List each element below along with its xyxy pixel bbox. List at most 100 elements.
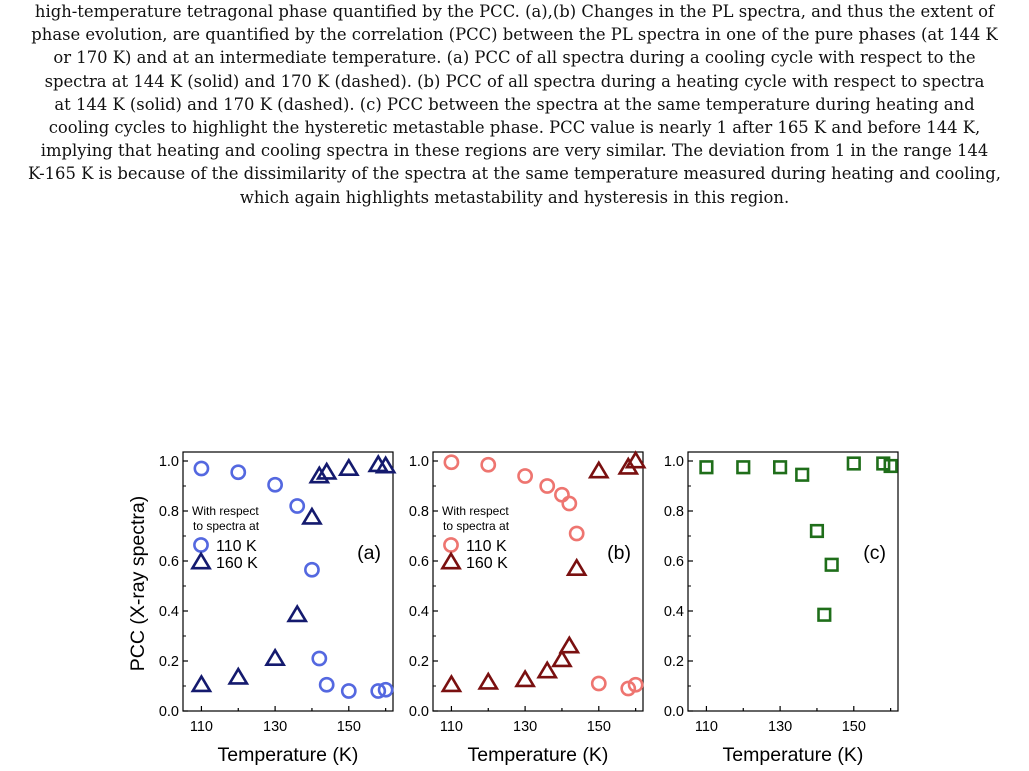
data-point bbox=[876, 456, 891, 471]
data-point bbox=[480, 456, 497, 473]
plot-frame bbox=[182, 451, 394, 712]
y-tick-label: 0.8 bbox=[159, 504, 179, 520]
x-tick-label: 150 bbox=[337, 719, 361, 735]
y-tick-label: 0.2 bbox=[664, 654, 684, 670]
x-axis-label: Temperature (K) bbox=[723, 744, 864, 766]
caption-line: which again highlights metastability and… bbox=[239, 187, 790, 207]
caption-line: K-165 K is because of the dissimilarity … bbox=[28, 164, 1001, 184]
y-tick-label: 1.0 bbox=[159, 454, 179, 470]
data-point bbox=[817, 607, 832, 622]
panel-label: (c) bbox=[863, 542, 886, 564]
data-point bbox=[315, 461, 338, 480]
data-point bbox=[370, 683, 387, 699]
x-tick-label: 130 bbox=[768, 719, 792, 735]
legend-label: 160 K bbox=[216, 555, 258, 572]
x-tick-label: 150 bbox=[587, 719, 611, 735]
y-tick-label: 0.2 bbox=[159, 654, 179, 670]
data-point bbox=[773, 460, 788, 475]
chart-panel: 0.0 0.2 0.4 0.6 0.8 1.0 110 130 150 Temperature (… bbox=[409, 450, 647, 766]
y-tick-label: 0.0 bbox=[664, 704, 684, 720]
caption-line: cooling cycles to highlight the hysteret… bbox=[48, 118, 981, 138]
x-tick-label: 130 bbox=[513, 719, 537, 735]
x-tick-label: 110 bbox=[695, 719, 718, 735]
data-point bbox=[699, 460, 714, 475]
data-point bbox=[536, 660, 559, 679]
figure-caption: high-temperature tetragonal phase quanti… bbox=[0, 0, 1029, 209]
data-point bbox=[289, 498, 306, 514]
data-point bbox=[551, 649, 573, 668]
data-point bbox=[227, 666, 250, 685]
data-point bbox=[517, 468, 534, 484]
data-point bbox=[590, 675, 607, 692]
y-tick-label: 0.4 bbox=[159, 604, 179, 620]
data-point bbox=[627, 676, 644, 693]
legend-marker bbox=[443, 537, 459, 553]
data-point bbox=[337, 457, 360, 476]
data-point bbox=[587, 460, 610, 479]
x-tick-label: 130 bbox=[263, 719, 287, 735]
legend-title: to spectra at bbox=[443, 519, 510, 533]
data-point bbox=[340, 683, 357, 699]
caption-line: phase evolution, are quantified by the c… bbox=[31, 25, 998, 45]
data-point bbox=[554, 486, 570, 503]
legend-marker bbox=[190, 551, 212, 570]
panel-label: (b) bbox=[607, 542, 631, 564]
data-point bbox=[846, 456, 861, 471]
x-axis-label: Temperature (K) bbox=[218, 744, 359, 766]
x-tick-label: 150 bbox=[842, 719, 866, 735]
data-point bbox=[190, 674, 213, 693]
y-tick-label: 0.0 bbox=[409, 704, 429, 720]
y-tick-label: 0.8 bbox=[409, 504, 429, 520]
y-tick-label: 1.0 bbox=[409, 454, 429, 470]
data-point bbox=[561, 495, 578, 512]
caption-line: high-temperature tetragonal phase quanti… bbox=[34, 2, 995, 21]
data-point bbox=[318, 676, 335, 693]
data-point bbox=[568, 525, 585, 542]
y-tick-label: 0.4 bbox=[409, 604, 429, 620]
data-point bbox=[795, 467, 810, 482]
panel-label: (a) bbox=[357, 542, 381, 564]
data-point bbox=[620, 680, 637, 697]
data-point bbox=[514, 669, 536, 688]
data-point bbox=[624, 450, 647, 469]
data-point bbox=[558, 635, 581, 654]
legend-label: 110 K bbox=[216, 538, 257, 555]
y-tick-label: 0.8 bbox=[664, 504, 684, 520]
data-point bbox=[539, 478, 556, 494]
y-tick-label: 0.0 bbox=[159, 704, 179, 720]
chart-panel: 0.0 0.2 0.4 0.6 0.8 1.0 110 130 150 Temperature (… bbox=[664, 451, 899, 766]
data-point bbox=[230, 464, 247, 481]
y-tick-label: 0.6 bbox=[664, 554, 684, 570]
legend-title: With respect bbox=[192, 504, 259, 518]
x-tick-label: 110 bbox=[440, 719, 463, 735]
data-point bbox=[443, 454, 460, 471]
y-tick-label: 0.6 bbox=[159, 554, 179, 570]
x-tick-label: 110 bbox=[190, 719, 213, 735]
data-point bbox=[809, 523, 825, 539]
caption-line: spectra at 144 K (solid) and 170 K (dash… bbox=[44, 71, 985, 91]
pcc-figure: 0.0 0.2 0.4 0.6 0.8 1.0 110 130 150 Temperature (… bbox=[127, 450, 899, 766]
legend-marker bbox=[440, 551, 462, 570]
legend-marker bbox=[193, 537, 209, 553]
data-point bbox=[377, 681, 394, 698]
plot-frame bbox=[687, 451, 899, 712]
y-tick-label: 0.2 bbox=[409, 654, 429, 670]
y-axis-label: PCC (X-ray spectra) bbox=[127, 496, 149, 672]
data-point bbox=[477, 671, 500, 690]
data-point bbox=[565, 557, 588, 576]
legend-label: 110 K bbox=[466, 538, 507, 555]
legend-label: 160 K bbox=[466, 555, 508, 572]
data-point bbox=[308, 465, 331, 484]
chart-panel: 0.0 0.2 0.4 0.6 0.8 1.0 110 130 150 Temperature (… bbox=[127, 451, 397, 766]
data-point bbox=[264, 647, 286, 666]
x-axis-label: Temperature (K) bbox=[468, 744, 609, 766]
y-tick-label: 0.4 bbox=[664, 604, 684, 620]
data-point bbox=[883, 458, 898, 474]
data-point bbox=[304, 561, 320, 578]
plot-frame bbox=[432, 451, 644, 712]
data-point bbox=[193, 460, 210, 477]
data-point bbox=[311, 650, 328, 667]
data-point bbox=[301, 506, 323, 525]
caption-line: or 170 K) and at an intermediate tempera… bbox=[53, 48, 976, 68]
legend-title: to spectra at bbox=[193, 519, 260, 533]
